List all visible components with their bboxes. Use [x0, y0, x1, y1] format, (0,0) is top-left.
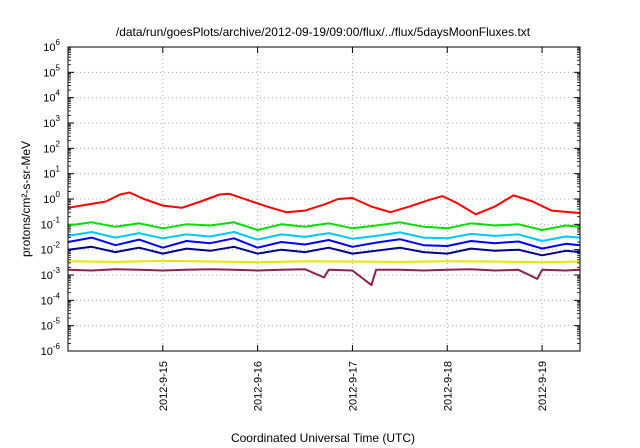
chart-title: /data/run/goesPlots/archive/2012-09-19/0… [116, 25, 531, 39]
y-tick-label: 10-1 [41, 215, 61, 231]
y-tick-label: 106 [43, 38, 60, 54]
y-axis-label: protons/cm²-s-sr-MeV [19, 141, 33, 257]
x-tick-labels: 2012-9-15 2012-9-16 2012-9-17 2012-9-18 2012… [158, 361, 549, 411]
y-tick-label: 105 [43, 63, 60, 79]
y-tick-label: 102 [43, 139, 60, 155]
y-tick-label: 104 [43, 89, 60, 105]
series-line-1 [67, 191, 581, 216]
x-tick-label: 2012-9-18 [442, 361, 454, 411]
y-tick-labels: 106 105 104 103 102 101 100 10-1 10-2 10-3 10-4 10-… [41, 38, 61, 358]
x-tick-label: 2012-9-15 [158, 361, 170, 411]
plot-frame [67, 46, 581, 352]
series-line-3 [67, 231, 581, 242]
y-tick-label: 10-2 [41, 241, 61, 257]
y-tick-label: 10-3 [41, 266, 61, 282]
y-tick-label: 10-6 [41, 342, 61, 358]
y-tick-label: 10-4 [41, 291, 61, 307]
y-tick-label: 10-5 [41, 317, 61, 333]
y-tick-label: 100 [43, 190, 60, 206]
series-line-7 [67, 268, 581, 287]
x-tick-label: 2012-9-17 [347, 361, 359, 411]
x-axis-label: Coordinated Universal Time (UTC) [231, 431, 415, 445]
series-line-5 [67, 245, 581, 257]
y-tick-label: 101 [43, 165, 60, 181]
series-layer [67, 191, 581, 287]
series-line-2 [67, 221, 581, 231]
x-tick-label: 2012-9-16 [253, 361, 265, 411]
y-tick-label: 103 [43, 114, 60, 130]
series-line-6 [67, 259, 581, 264]
x-tick-label: 2012-9-19 [537, 361, 549, 411]
series-line-4 [67, 236, 581, 250]
